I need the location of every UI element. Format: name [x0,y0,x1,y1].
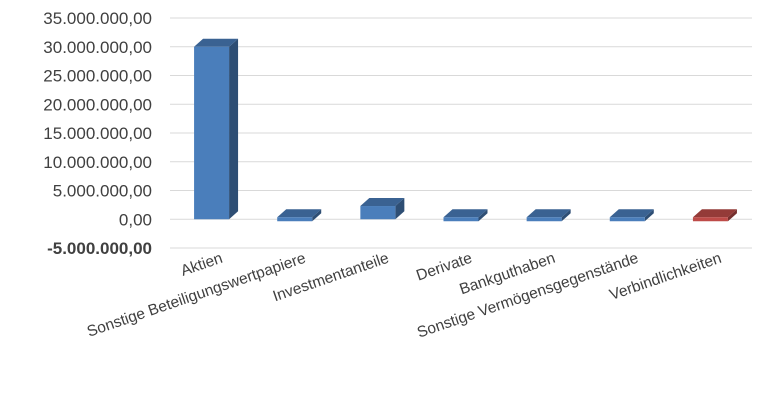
bar-top [194,38,239,47]
bar [360,198,405,220]
bar [609,209,654,222]
bar-front [443,217,479,222]
y-tick-label: 35.000.000,00 [43,9,152,28]
bar [443,209,488,222]
bar-front [360,206,396,220]
y-tick-label: 10.000.000,00 [43,153,152,172]
bar-front [609,217,645,222]
y-tick-label: 0,00 [119,210,152,229]
bar-top [692,209,737,218]
x-category-label: Aktien [179,250,225,280]
y-tick-label: -5.000.000,00 [47,239,152,258]
bar-front [194,46,230,220]
y-tick-label: 20.000.000,00 [43,95,152,114]
bar-top [360,198,405,207]
y-tick-label: 25.000.000,00 [43,67,152,86]
bar-side [561,209,571,222]
bar-top [277,209,322,218]
bar [194,38,239,220]
y-tick-label: 15.000.000,00 [43,124,152,143]
bar [692,209,737,222]
bar-side [644,209,654,222]
bar-top [443,209,488,218]
bar-top [526,209,571,218]
bars [194,38,737,222]
bar-side [478,209,488,222]
bar-front [526,217,562,222]
bar [526,209,571,222]
bar-top [609,209,654,218]
bar-side [727,209,737,222]
y-tick-label: 5.000.000,00 [53,182,152,201]
bar-side [395,198,405,220]
bar [277,209,322,222]
gridlines [170,17,752,249]
bar-side [312,209,322,222]
y-axis: 35.000.000,00 30.000.000,00 25.000.000,00 2… [43,9,152,258]
bar-front [277,217,313,222]
bar-side [229,38,239,220]
y-tick-label: 30.000.000,00 [43,38,152,57]
bar-front [692,217,728,222]
